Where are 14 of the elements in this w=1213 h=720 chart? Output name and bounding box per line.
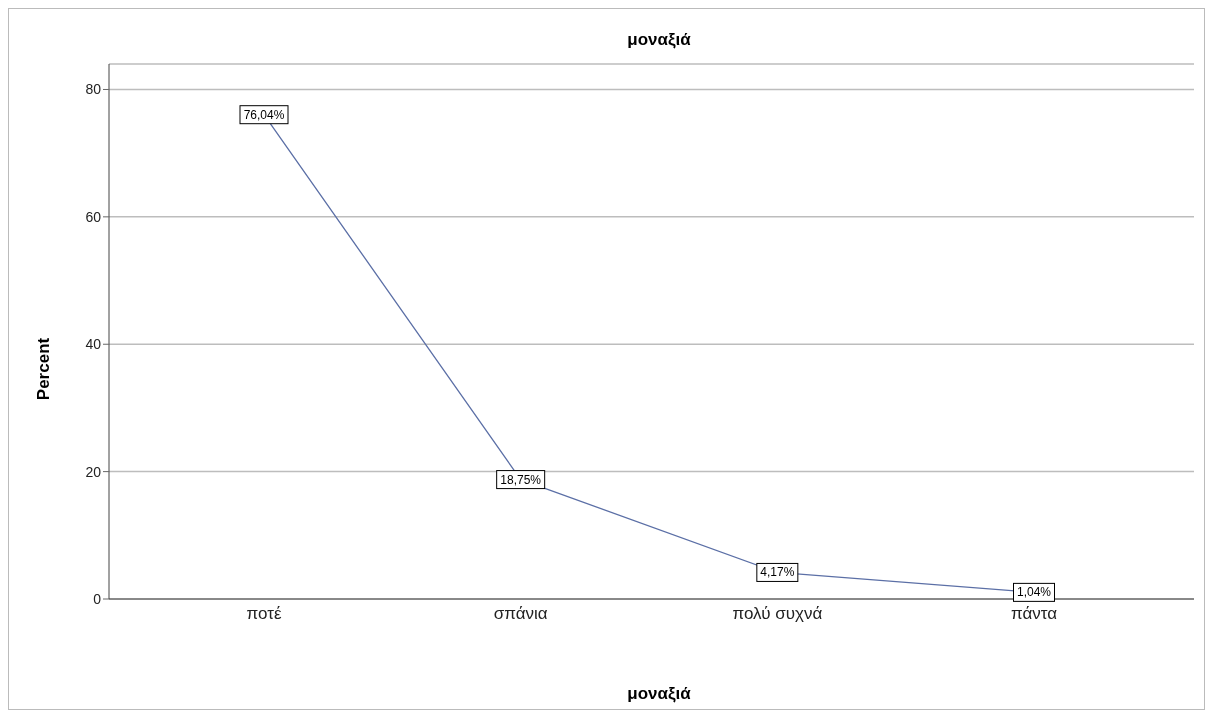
y-tick-label: 0 — [93, 590, 102, 607]
y-tick-label: 60 — [85, 208, 102, 225]
y-tick-label: 80 — [85, 81, 102, 98]
x-tick-label: σπάνια — [493, 604, 548, 624]
x-axis-title: μοναξιά — [627, 684, 692, 703]
x-tick-label: ποτέ — [246, 604, 282, 624]
chart-title: μοναξιά — [627, 30, 692, 50]
data-label: 76,04% — [243, 107, 285, 122]
y-axis-title: Percent — [34, 337, 53, 401]
y-tick-label: 40 — [85, 336, 102, 353]
y-tick-label: 20 — [85, 463, 102, 480]
data-label: 18,75% — [500, 472, 542, 487]
x-tick-label: πολύ συχνά — [732, 604, 823, 624]
x-tick-label: πάντα — [1010, 604, 1058, 624]
